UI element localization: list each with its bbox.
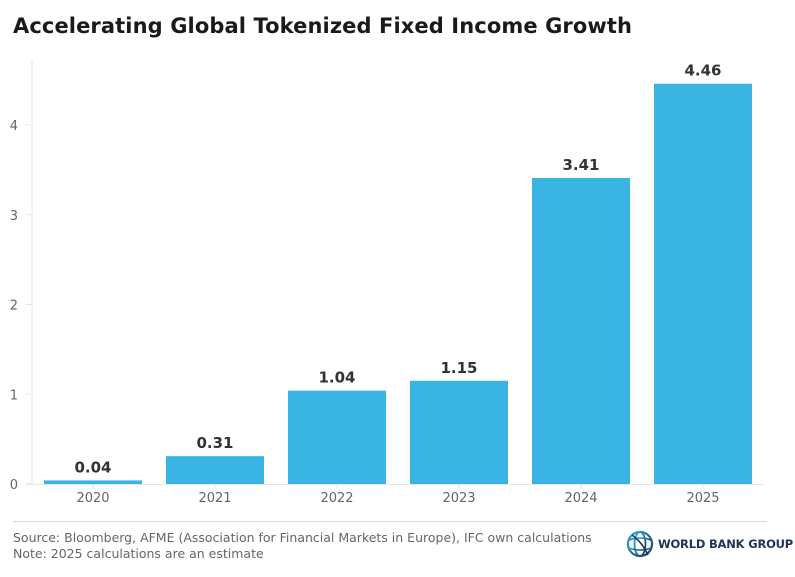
y-tick-label: 1	[10, 388, 18, 403]
y-tick-label: 0	[10, 478, 18, 493]
x-tick-label: 2024	[564, 491, 597, 506]
bar-2020	[44, 480, 142, 484]
note-text: Note: 2025 calculations are an estimate	[13, 546, 264, 561]
data-label-2022: 1.04	[318, 369, 355, 387]
y-tick-label: 4	[10, 119, 18, 134]
bar-2023	[410, 380, 508, 484]
y-tick-label: 3	[10, 209, 18, 224]
bar-2022	[288, 390, 386, 484]
source-notes: Source: Bloomberg, AFME (Association for…	[13, 530, 592, 562]
bar-2025	[654, 83, 752, 484]
data-label-2025: 4.46	[684, 62, 721, 80]
world-bank-logo: WORLD BANK GROUP	[626, 530, 793, 558]
x-tick-label: 2025	[686, 491, 719, 506]
footer-divider	[13, 521, 767, 522]
x-tick-label: 2020	[76, 491, 109, 506]
logo-text: WORLD BANK GROUP	[658, 537, 794, 551]
data-label-2023: 1.15	[440, 359, 477, 377]
axes: 0 1 2 3 4 2020 2021 2022 2023 2024 2025	[10, 60, 764, 506]
globe-icon	[626, 530, 654, 558]
x-tick-label: 2022	[320, 491, 353, 506]
chart-title: Accelerating Global Tokenized Fixed Inco…	[13, 14, 633, 38]
bar-2024	[532, 177, 630, 484]
bar-2021	[166, 456, 264, 484]
y-tick-label: 2	[10, 299, 18, 314]
x-tick-label: 2021	[198, 491, 231, 506]
data-label-2024: 3.41	[562, 156, 599, 174]
data-labels: 0.04 0.31 1.04 1.15 3.41 4.46	[74, 62, 721, 477]
x-tick-label: 2023	[442, 491, 475, 506]
bars	[44, 83, 752, 484]
data-label-2021: 0.31	[196, 434, 233, 452]
source-text: Source: Bloomberg, AFME (Association for…	[13, 530, 592, 545]
data-label-2020: 0.04	[74, 458, 111, 476]
bar-chart: 0 1 2 3 4 2020 2021 2022 2023 2024 2025 0.04 0.31 1.…	[10, 60, 764, 506]
